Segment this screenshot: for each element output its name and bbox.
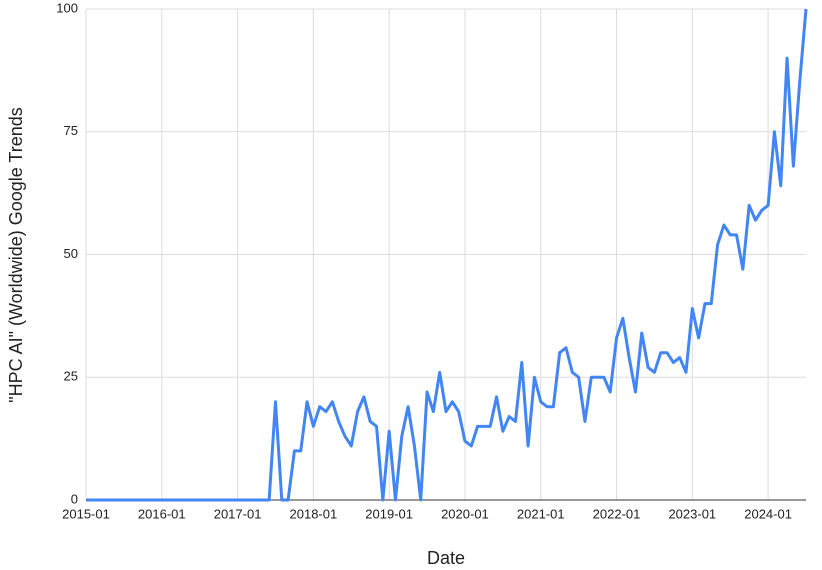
y-tick-label: 0 [71, 491, 78, 506]
x-tick-label: 2018-01 [290, 506, 338, 521]
x-tick-label: 2022-01 [593, 506, 641, 521]
data-line [86, 8, 808, 502]
x-tick-label: 2024-01 [744, 506, 792, 521]
x-tick-label: 2021-01 [517, 506, 565, 521]
x-tick-label: 2019-01 [365, 506, 413, 521]
y-tick-label: 100 [56, 0, 78, 15]
y-axis-label: "HPC AI" (Worldwide) Google Trends [6, 107, 26, 403]
x-tick-label: 2015-01 [62, 506, 110, 521]
y-tick-label: 75 [64, 123, 78, 138]
x-tick-label: 2016-01 [138, 506, 186, 521]
y-tick-label: 25 [64, 369, 78, 384]
y-tick-label: 50 [64, 246, 78, 261]
x-tick-label: 2017-01 [214, 506, 262, 521]
x-axis-label: Date [427, 548, 465, 568]
x-tick-label: 2023-01 [668, 506, 716, 521]
x-tick-label: 2020-01 [441, 506, 489, 521]
